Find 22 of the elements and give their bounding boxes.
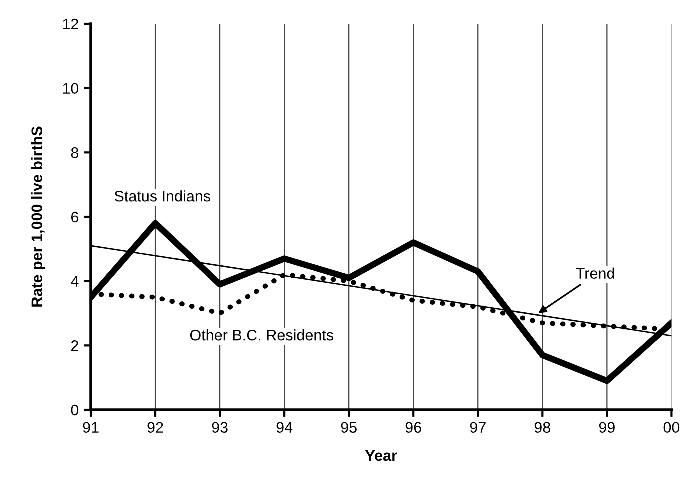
- x-tick-label: 96: [406, 422, 422, 434]
- y-axis-title: Rate per 1,000 live birthS: [31, 126, 46, 307]
- x-tick-label: 98: [534, 422, 550, 434]
- y-tick-label: 2: [71, 340, 78, 352]
- x-tick-label: 00: [664, 422, 680, 434]
- x-tick-label: 92: [148, 422, 164, 434]
- x-tick-label: 99: [599, 422, 615, 434]
- x-tick-label: 93: [212, 422, 228, 434]
- x-tick-label: 94: [276, 422, 293, 434]
- y-tick-label: 4: [71, 276, 79, 287]
- x-tick-label: 95: [341, 422, 357, 434]
- x-tick-label: 91: [83, 422, 99, 434]
- x-axis-title: Year: [365, 450, 398, 462]
- series-label: Other B.C. Residents: [190, 330, 334, 341]
- text: Trend: [576, 268, 614, 279]
- series-label: Status Indians: [114, 190, 210, 202]
- y-tick-label: 8: [71, 148, 79, 158]
- x-tick-label: 97: [470, 422, 486, 434]
- y-tick-label: 10: [63, 83, 79, 94]
- y-tick-label: 0: [71, 404, 79, 416]
- y-tick-label: 12: [63, 18, 78, 30]
- y-tick-label: 6: [71, 212, 79, 223]
